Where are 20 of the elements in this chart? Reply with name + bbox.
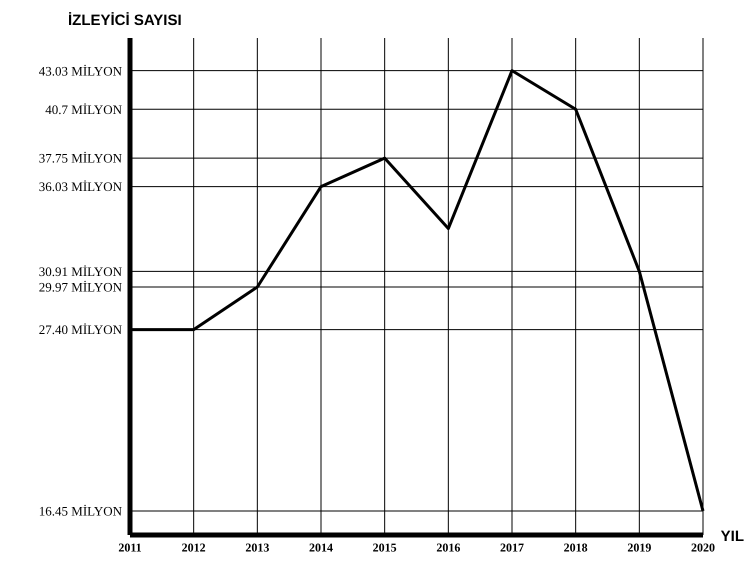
y-tick-label: 27.40 MİLYON bbox=[38, 322, 123, 338]
x-tick-label: 2012 bbox=[182, 540, 206, 555]
x-tick-label: 2017 bbox=[500, 540, 524, 555]
x-tick-label: 2011 bbox=[118, 540, 142, 555]
x-tick-label: 2015 bbox=[372, 540, 397, 555]
x-tick-label: 2014 bbox=[309, 540, 333, 555]
x-tick-label: 2019 bbox=[627, 540, 652, 555]
y-tick-label: 40.7 MİLYON bbox=[45, 102, 123, 117]
y-tick-label: 30.91 MİLYON bbox=[38, 264, 123, 280]
x-tick-label: 2016 bbox=[436, 540, 460, 555]
y-tick-label: 29.97 MİLYON bbox=[38, 280, 123, 295]
x-tick-label: 2013 bbox=[245, 540, 270, 555]
x-tick-label: 2018 bbox=[564, 540, 588, 555]
y-tick-label: 16.45 MİLYON bbox=[38, 504, 123, 519]
x-axis-title: YIL bbox=[720, 528, 744, 545]
y-tick-label: 37.75 MİLYON bbox=[38, 150, 123, 166]
x-tick-label: 2020 bbox=[691, 540, 715, 555]
y-tick-label: 43.03 MİLYON bbox=[38, 63, 123, 78]
y-axis-title: İZLEYİCİ SAYISI bbox=[68, 12, 182, 29]
y-tick-label: 36.03 MİLYON bbox=[38, 179, 123, 194]
